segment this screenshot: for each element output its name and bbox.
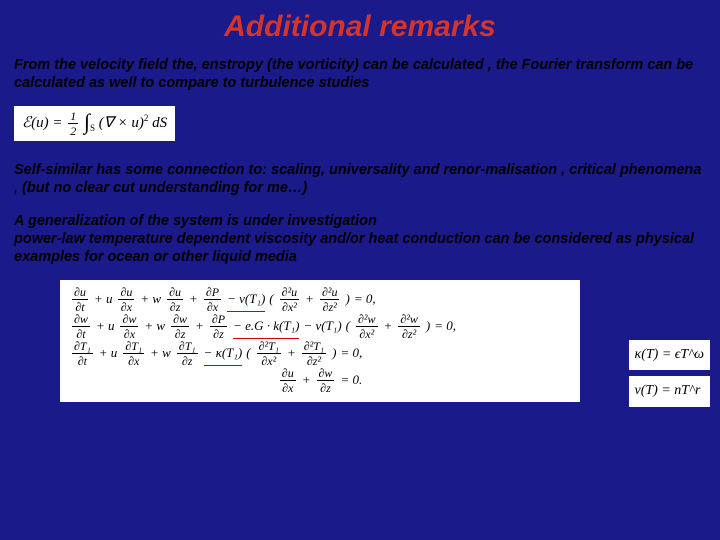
t: + u [99, 341, 118, 366]
integral-sign: ∫ [84, 109, 90, 135]
int-sub: S [90, 123, 95, 133]
t: + [305, 287, 314, 312]
n: ∂T₁ [177, 340, 198, 354]
t: + [195, 314, 204, 339]
d: ∂z [318, 381, 333, 394]
n: ∂u [280, 367, 296, 381]
n: ∂u [118, 286, 134, 300]
d: ∂t [76, 354, 89, 367]
sq: 2 [144, 113, 149, 123]
d: ∂z [180, 354, 195, 367]
dS: dS [152, 115, 167, 131]
kappa-def: κ(T) = ϵT^ω [629, 340, 711, 371]
n: ∂²w [356, 313, 378, 327]
t: + [287, 341, 296, 366]
d: ∂x² [280, 300, 299, 313]
d: ∂z² [321, 300, 339, 313]
d: ∂z [211, 327, 226, 340]
n: ∂²u [320, 286, 340, 300]
d: ∂x [122, 327, 137, 340]
den: 2 [68, 124, 78, 137]
n: ∂w [171, 313, 189, 327]
n: ∂P [210, 313, 227, 327]
paragraph-3: A generalization of the system is under … [0, 212, 720, 266]
t: = 0, [354, 287, 376, 312]
t: = 0, [434, 314, 456, 339]
t: + w [140, 287, 161, 312]
n: ∂²u [280, 286, 300, 300]
d: ∂x [280, 381, 295, 394]
eq-sign: = [52, 115, 62, 131]
n: ∂²T₁ [257, 340, 281, 354]
g-term: − e.G · k(T₁) [233, 314, 299, 340]
t: = 0. [340, 368, 362, 393]
side-equations: κ(T) = ϵT^ω ν(T) = nT^r [629, 340, 711, 413]
t: + [189, 287, 198, 312]
d: ∂t [73, 300, 86, 313]
t: + [302, 368, 311, 393]
eq-row-2: ∂w∂t + u ∂w∂x + w ∂w∂z + ∂P∂z − e.G · k(… [70, 313, 570, 340]
num: 1 [68, 110, 78, 124]
t: + w [150, 341, 171, 366]
paragraph-2: Self-similar has some connection to: sca… [0, 161, 720, 197]
n: ∂T₁ [72, 340, 93, 354]
n: ∂w [72, 313, 90, 327]
nu-def: ν(T) = nT^r [629, 376, 711, 407]
eq-row-1: ∂u∂t + u ∂u∂x + w ∂u∂z + ∂P∂x − ν(T₁) ( … [70, 286, 570, 313]
d: ∂x² [259, 354, 278, 367]
n: ∂²w [398, 313, 420, 327]
nu-term: − ν(T₁) [303, 314, 341, 339]
n: ∂²T₁ [302, 340, 326, 354]
d: ∂z² [305, 354, 323, 367]
slide-title: Additional remarks [0, 0, 720, 56]
t: + u [94, 287, 113, 312]
d: ∂t [74, 327, 87, 340]
n: ∂w [317, 367, 335, 381]
integrand: (∇ × u) [99, 115, 144, 131]
paragraph-1: From the velocity field the, enstropy (t… [0, 56, 720, 92]
enstrophy-formula: ℰ(u) = 1 2 ∫S (∇ × u)2 dS [14, 106, 175, 141]
equation-system: ∂u∂t + u ∂u∂x + w ∂u∂z + ∂P∂x − ν(T₁) ( … [60, 280, 580, 402]
t: + [384, 314, 393, 339]
n: ∂u [72, 286, 88, 300]
n: ∂P [204, 286, 221, 300]
d: ∂x [205, 300, 220, 313]
d: ∂x [126, 354, 141, 367]
d: ∂z [173, 327, 188, 340]
d: ∂z [168, 300, 183, 313]
one-half: 1 2 [68, 110, 78, 137]
d: ∂x [119, 300, 134, 313]
t: + w [144, 314, 165, 339]
n: ∂T₁ [123, 340, 144, 354]
eq-row-3: ∂T₁∂t + u ∂T₁∂x + w ∂T₁∂z − κ(T₁) ( ∂²T₁… [70, 340, 570, 367]
lhs: ℰ(u) [22, 115, 49, 131]
n: ∂u [167, 286, 183, 300]
t: + u [96, 314, 115, 339]
d: ∂z² [400, 327, 418, 340]
n: ∂w [120, 313, 138, 327]
d: ∂x² [357, 327, 376, 340]
kappa-term: − κ(T₁) [204, 341, 243, 367]
nu-term: − ν(T₁) [227, 287, 265, 313]
eq-row-4: ∂u∂x + ∂w∂z = 0. [70, 367, 570, 394]
t: = 0, [340, 341, 362, 366]
